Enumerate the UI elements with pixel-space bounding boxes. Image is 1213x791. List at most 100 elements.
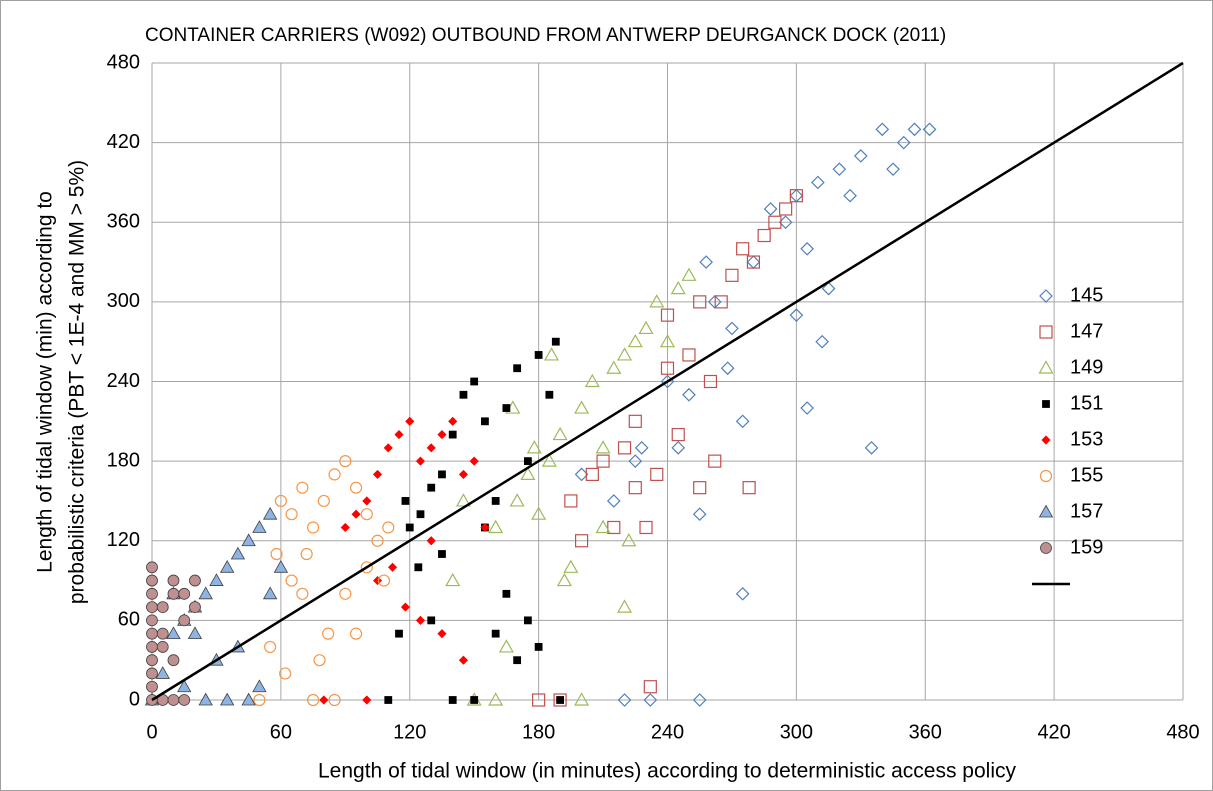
point — [735, 586, 750, 601]
point — [595, 519, 611, 534]
point — [448, 430, 457, 439]
point — [470, 696, 479, 704]
point — [300, 547, 313, 561]
legend-label: 145 — [1070, 284, 1103, 306]
point — [488, 519, 504, 534]
point — [703, 374, 718, 389]
point — [584, 373, 600, 388]
point — [768, 215, 782, 229]
point — [699, 255, 714, 269]
point — [448, 416, 458, 426]
point — [156, 601, 169, 614]
point — [189, 601, 201, 614]
point — [757, 228, 771, 243]
point — [853, 149, 868, 163]
point — [556, 572, 572, 587]
point — [426, 536, 436, 546]
point — [596, 454, 610, 468]
legend-marker — [1040, 542, 1052, 554]
point — [313, 654, 326, 667]
point — [523, 616, 532, 625]
point — [146, 574, 158, 587]
legend-marker — [1039, 325, 1053, 339]
point — [167, 654, 180, 667]
point — [720, 361, 735, 376]
point — [219, 559, 235, 573]
point — [574, 534, 589, 548]
point — [815, 334, 829, 349]
point — [351, 509, 361, 519]
point — [520, 466, 536, 480]
legend-marker — [1042, 400, 1050, 408]
point — [340, 522, 350, 533]
point — [437, 629, 447, 639]
chart-title: CONTAINER CARRIERS (W092) OUTBOUND FROM … — [145, 25, 946, 46]
point — [671, 427, 685, 442]
point — [671, 441, 686, 455]
point — [628, 481, 642, 495]
point — [564, 494, 578, 508]
point — [360, 561, 373, 574]
series — [253, 455, 395, 707]
legend-label: 159 — [1070, 536, 1103, 558]
point — [252, 520, 267, 533]
point — [427, 483, 436, 492]
point — [660, 308, 675, 322]
legend-label: 147 — [1070, 320, 1103, 342]
point — [438, 470, 446, 479]
point — [574, 467, 589, 482]
point — [362, 496, 372, 506]
point — [427, 616, 436, 625]
point — [470, 377, 479, 386]
point — [736, 242, 750, 256]
point — [394, 430, 404, 440]
point — [789, 308, 804, 322]
legend-marker — [1038, 504, 1054, 518]
x-tick-label: 0 — [146, 721, 157, 743]
legend-marker — [1039, 289, 1053, 303]
y-tick-label: 420 — [107, 131, 140, 153]
point — [415, 456, 426, 466]
point — [448, 696, 457, 704]
point — [617, 441, 632, 455]
point — [708, 454, 722, 468]
point — [735, 414, 750, 429]
point — [262, 506, 278, 520]
point — [458, 469, 469, 479]
point — [426, 443, 436, 453]
point — [339, 455, 352, 468]
x-tick-label: 360 — [909, 721, 942, 743]
point — [383, 443, 393, 453]
point — [445, 572, 461, 587]
point — [219, 692, 235, 706]
point — [459, 390, 468, 399]
point — [328, 693, 341, 707]
point — [606, 494, 621, 508]
point — [400, 602, 411, 612]
point — [273, 559, 289, 573]
point — [513, 364, 522, 373]
point — [262, 586, 278, 600]
point — [296, 481, 309, 494]
point — [491, 629, 500, 638]
legend-label: 151 — [1070, 392, 1103, 414]
point — [279, 667, 292, 680]
point — [371, 534, 384, 547]
x-tick-label: 300 — [780, 721, 813, 743]
point — [541, 453, 557, 467]
y-tick-label: 480 — [107, 51, 140, 73]
point — [146, 680, 158, 693]
point — [545, 390, 554, 399]
legend-marker — [1041, 435, 1051, 445]
point — [480, 522, 490, 533]
point — [349, 627, 363, 640]
point — [455, 493, 471, 507]
y-tick-label: 60 — [118, 609, 140, 631]
point — [230, 546, 246, 560]
legend: 145 147 149 151 153 155 157 159 — [1032, 284, 1103, 586]
y-tick-label: 120 — [107, 529, 140, 551]
point — [628, 454, 643, 468]
point — [274, 494, 287, 508]
point — [659, 333, 676, 348]
